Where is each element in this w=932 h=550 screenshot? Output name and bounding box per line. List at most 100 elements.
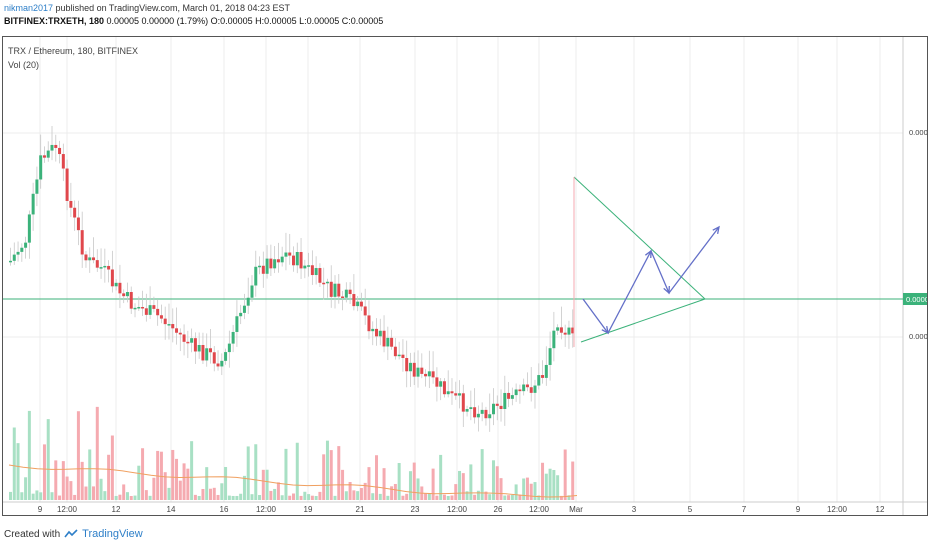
candle [552,330,556,349]
candle [197,344,201,352]
volume-bar [307,494,311,500]
candle [107,265,111,270]
projection-path [582,226,720,335]
candle [344,289,348,298]
volume-bar [318,491,322,500]
volume-bar [367,467,371,500]
time-tick-label: 12 [112,505,121,514]
candle [390,337,394,347]
candle [439,381,443,387]
candle [461,393,465,412]
candle [144,308,148,315]
candle [246,297,250,306]
volume-bar [424,493,428,500]
volume-bar [359,488,363,500]
volume-bar [50,492,54,500]
volume-bar [525,477,529,500]
volume-bar [61,461,65,500]
candle [393,346,397,357]
volume-bar [431,468,435,500]
volume-bar [103,491,107,500]
candle [84,254,88,261]
candle [231,331,235,344]
volume-bar [390,486,394,500]
projection-arrowhead-icon [712,225,720,234]
volume-bar [412,462,416,500]
volume-bar [254,444,258,500]
candle [435,377,439,387]
candle [514,389,518,396]
volume-bar [450,495,454,500]
volume-bar [476,490,480,500]
candle [341,296,345,298]
volume-bar [69,481,73,500]
volume-bar [186,468,190,500]
candle [220,360,224,367]
candle [424,373,428,377]
volume-bar [314,495,318,500]
volume-bar [73,494,77,500]
volume-bar [152,477,156,500]
volume-bar [363,482,367,500]
candle [69,200,73,208]
candle [141,306,145,309]
candle [133,307,137,310]
candle [276,259,280,263]
candle [375,328,379,337]
tradingview-brand[interactable]: TradingView [82,528,143,540]
candle [299,251,303,269]
candle [322,282,326,285]
candle [484,409,488,419]
candle [325,281,329,284]
candle [352,294,356,307]
volume-bar [95,406,99,500]
candle [533,385,537,393]
volume-bar [129,496,133,500]
symbol-name: BITFINEX:TRXETH, 180 [4,16,105,26]
volume-bar [276,482,280,500]
candle [307,265,311,267]
projection-arrowhead-icon [644,249,652,259]
candle [261,265,265,274]
candle [310,265,314,276]
candle [224,352,228,361]
candle [239,312,243,317]
volume-bar [216,494,220,500]
volume-bar [352,490,356,500]
candle [269,258,273,269]
volume-bar [491,460,495,500]
candle [378,330,382,337]
candle [46,150,50,158]
volume-bar [299,495,303,500]
candle [80,230,84,255]
time-tick-label: 19 [304,505,313,514]
volume-bar [220,483,224,500]
price-tick-label: 0.00006 [909,128,927,137]
volume-bar [435,495,439,500]
volume-bar [495,466,499,500]
price-chart[interactable]: 0.00006 0.00005 0.00005 9 12:00 12 14 16 12:00 19… [3,37,927,515]
candle [122,293,126,297]
candle [510,395,514,399]
candle [114,282,118,287]
candle [171,324,175,329]
volume-bar [65,476,69,500]
volume-bar [522,478,526,500]
volume-bar [16,443,20,500]
candle [16,251,20,255]
volume-bar [107,454,111,500]
volume-bar [148,495,152,500]
candle [156,308,160,316]
volume-bar [12,427,16,500]
candle [193,338,197,352]
volume-bar [518,494,522,500]
time-tick-label: 5 [688,505,693,514]
chart-frame[interactable]: 0.00006 0.00005 0.00005 9 12:00 12 14 16 12:00 19… [2,36,928,516]
candle [12,254,16,261]
candle [212,352,216,364]
candle [499,405,503,410]
candle [159,315,163,319]
volume-bar [20,492,24,500]
author-link[interactable]: nikman2017 [4,3,54,13]
ohlc-values: 0.00005 0.00000 (1.79%) O:0.00005 H:0.00… [104,16,384,26]
